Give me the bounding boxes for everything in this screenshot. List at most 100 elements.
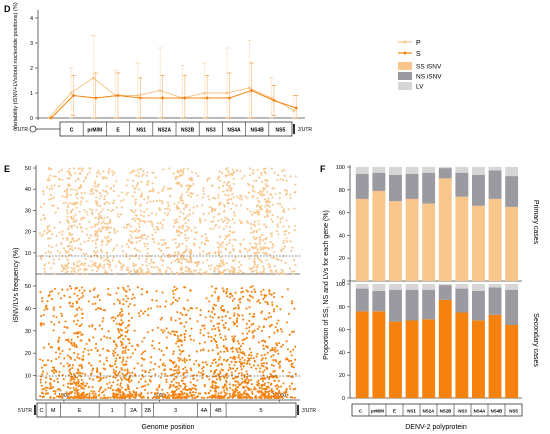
panel-e-point (56, 388, 59, 391)
panel-e-point (191, 387, 194, 390)
panel-e-point (282, 270, 285, 273)
panel-e-point (257, 211, 261, 214)
panel-e-point (119, 262, 122, 265)
panel-e-point (114, 370, 117, 373)
panel-e-point (94, 242, 97, 245)
panel-e-point (174, 369, 178, 372)
panel-e-point (91, 369, 94, 372)
panel-e-point (286, 393, 289, 396)
panel-e-point (109, 219, 112, 222)
panel-e-point (201, 377, 204, 380)
panel-e-point (255, 355, 258, 358)
panel-e-point (151, 187, 154, 190)
panel-e-point (162, 395, 165, 398)
panel-e-point (230, 292, 233, 295)
panel-e-point (135, 214, 138, 217)
panel-f-bar-segment (372, 190, 386, 281)
panel-e-point (94, 200, 98, 203)
panel-e-point (140, 180, 143, 183)
gene-map-d-label: NS4A (227, 128, 241, 134)
panel-e-point (250, 366, 253, 369)
panel-e-point (250, 295, 253, 298)
panel-e-point (51, 246, 54, 249)
panel-e-point (99, 192, 102, 195)
panel-e-point (271, 376, 274, 379)
panel-e-point (258, 387, 261, 390)
panel-e-point (128, 392, 132, 395)
panel-e-point (112, 319, 115, 322)
panel-e-point (108, 231, 111, 234)
panel-e-point (267, 316, 270, 319)
panel-e-point (157, 386, 161, 389)
panel-e-point (236, 340, 239, 343)
panel-e-point (284, 391, 287, 394)
panel-e-point (40, 315, 43, 318)
panel-e-point (50, 359, 53, 363)
panel-e-point (233, 211, 236, 214)
panel-e-point (56, 380, 60, 383)
panel-e-point (276, 223, 279, 226)
panel-e-point (184, 216, 187, 219)
panel-e-point (73, 345, 76, 348)
panel-e-point (152, 368, 155, 371)
panel-e-point (177, 245, 180, 248)
panel-e-point (258, 325, 261, 328)
panel-e-point (52, 314, 55, 318)
panel-e-point (268, 205, 271, 208)
panel-e-point (270, 235, 273, 238)
panel-e-point (284, 261, 287, 264)
panel-e-point (210, 385, 213, 388)
panel-e-point (272, 348, 275, 352)
panel-e-point (136, 362, 139, 365)
panel-e-point (275, 258, 278, 261)
panel-e-point (229, 251, 232, 254)
panel-e-point (77, 247, 80, 250)
panel-f-bar-segment (405, 320, 419, 398)
panel-e-point (126, 368, 129, 371)
panel-e-point (72, 188, 75, 191)
panel-e-point (238, 347, 241, 350)
panel-e-point (206, 239, 209, 242)
panel-e-point (213, 270, 216, 273)
panel-e-point (205, 237, 208, 240)
panel-e-point (239, 251, 242, 254)
panel-e-point (173, 251, 176, 254)
panel-f-bar-segment (455, 172, 469, 197)
panel-e-point (72, 396, 75, 399)
panel-e-point (102, 266, 105, 269)
panel-e-point (102, 390, 105, 393)
panel-e-point (211, 387, 215, 390)
panel-e-point (43, 230, 46, 233)
panel-e-point (90, 211, 93, 214)
panel-e-point (77, 396, 80, 400)
panel-e-point (180, 195, 183, 198)
panel-e-point (188, 208, 191, 211)
panel-e-point (284, 193, 287, 196)
panel-e-point (290, 382, 294, 385)
panel-f-bar-segment (488, 170, 502, 199)
panel-e-point (265, 259, 268, 262)
panel-e-point (271, 346, 274, 349)
panel-e-point (199, 392, 202, 395)
panel-e-point (287, 208, 290, 211)
panel-e-point (292, 258, 296, 261)
panel-e-point (112, 189, 115, 193)
panel-e-point (139, 209, 142, 212)
panel-e-point (162, 362, 165, 365)
panel-e-point (87, 396, 91, 400)
panel-e-point (99, 338, 103, 341)
panel-e-point (71, 367, 74, 370)
panel-e-point (176, 299, 179, 303)
panel-e-point (77, 369, 80, 372)
panel-e-point (198, 217, 202, 220)
panel-e-point (249, 396, 252, 400)
panel-e-point (115, 366, 118, 369)
panel-e-point (258, 176, 261, 179)
panel-f-y-tick-label: 60 (339, 328, 345, 334)
panel-e-point (288, 231, 291, 235)
panel-e-point (278, 364, 282, 367)
panel-e-point (191, 192, 194, 195)
panel-e-point (82, 180, 85, 183)
panel-e-point (147, 214, 150, 217)
panel-e-point (94, 328, 97, 331)
